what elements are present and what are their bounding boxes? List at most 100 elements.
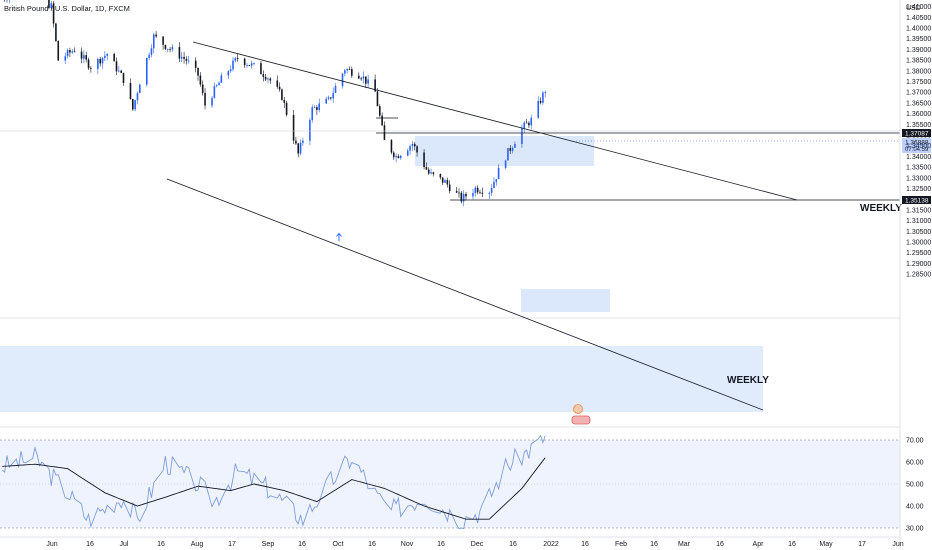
candle-body bbox=[479, 192, 481, 194]
candle-body bbox=[113, 53, 115, 62]
rsi-tick: 50.00 bbox=[906, 482, 924, 489]
price-tick: 1.29000 bbox=[906, 261, 931, 268]
price-tick: 1.36500 bbox=[906, 100, 931, 107]
candle-body bbox=[362, 76, 365, 79]
time-tick: May bbox=[819, 541, 833, 548]
candle-body bbox=[448, 184, 451, 192]
candle-body bbox=[528, 122, 530, 126]
candle-body bbox=[395, 156, 397, 158]
candle-body bbox=[246, 64, 248, 66]
candle-body bbox=[129, 82, 132, 99]
time-tick: 16 bbox=[157, 541, 165, 548]
event-badge-icon[interactable] bbox=[573, 404, 583, 414]
candle-body bbox=[472, 193, 474, 197]
price-tick: 1.32500 bbox=[906, 186, 931, 193]
candle-body bbox=[432, 172, 435, 175]
price-tick: 1.34500 bbox=[906, 143, 931, 150]
arrow-marker-label: ↑ bbox=[337, 243, 340, 249]
weekly-label: WEEKLY bbox=[860, 203, 902, 214]
time-tick: Apr bbox=[753, 541, 765, 548]
price-tick: 1.39000 bbox=[906, 47, 931, 54]
candle-body bbox=[236, 58, 239, 59]
time-tick: 16 bbox=[581, 541, 589, 548]
candle-body bbox=[250, 63, 253, 66]
candle-body bbox=[458, 192, 460, 194]
price-tick: 1.28500 bbox=[906, 272, 931, 279]
candle-body bbox=[283, 100, 286, 103]
time-tick: 16 bbox=[298, 541, 306, 548]
candle-body bbox=[465, 193, 467, 197]
candle-body bbox=[299, 142, 302, 154]
candle-body bbox=[267, 78, 269, 80]
candle-body bbox=[351, 69, 353, 76]
candle-body bbox=[243, 58, 246, 66]
price-tick: 1.30000 bbox=[906, 240, 931, 247]
resistance-price-label: 1.37087 bbox=[905, 131, 929, 138]
candle-body bbox=[313, 107, 316, 108]
price-tick: 1.31500 bbox=[906, 207, 931, 214]
candle-body bbox=[57, 40, 60, 61]
candle-body bbox=[218, 82, 220, 86]
candle-body bbox=[481, 192, 484, 194]
price-tick: 1.30500 bbox=[906, 229, 931, 236]
candle-body bbox=[269, 78, 272, 81]
flag-badge-icon[interactable] bbox=[571, 415, 591, 425]
candle-body bbox=[66, 50, 69, 57]
candle-body bbox=[446, 180, 449, 185]
candle-body bbox=[507, 148, 509, 161]
time-tick: Feb bbox=[615, 541, 627, 548]
candle-body bbox=[409, 146, 411, 151]
price-tick: 1.37500 bbox=[906, 79, 931, 86]
candle-body bbox=[227, 71, 230, 76]
rsi-tick: 30.00 bbox=[906, 526, 924, 533]
candle-body bbox=[104, 55, 106, 58]
time-tick: 16 bbox=[437, 541, 445, 548]
candle-body bbox=[52, 3, 55, 24]
weekly-price-label: 1.35138 bbox=[905, 198, 929, 205]
candle-body bbox=[260, 63, 262, 75]
candle-body bbox=[183, 56, 185, 59]
price-tick: 1.40000 bbox=[906, 26, 931, 33]
time-axis[interactable]: Jun 16 Jul 16 Aug 17 Sep 16 Oct 16 Nov 16 Dec 16 2022 1… bbox=[46, 541, 903, 548]
time-tick: Nov bbox=[401, 541, 414, 548]
time-tick: 16 bbox=[86, 541, 94, 548]
rsi-axis[interactable]: 70.00 60.00 50.00 40.00 30.00 bbox=[906, 438, 924, 533]
currency-label: USD bbox=[906, 5, 921, 12]
time-tick: 17 bbox=[228, 541, 236, 548]
price-axis[interactable]: 1.415001.410001.405001.400001.395001.390… bbox=[906, 0, 931, 279]
candle-body bbox=[229, 69, 232, 72]
candle-body bbox=[232, 60, 234, 70]
candle-body bbox=[262, 74, 265, 77]
candle-body bbox=[360, 78, 362, 80]
candle-body bbox=[90, 68, 92, 69]
time-tick: Jul bbox=[120, 541, 129, 548]
candle-body bbox=[495, 179, 498, 182]
candle-body bbox=[166, 48, 169, 50]
candle-body bbox=[381, 115, 383, 126]
candle-body bbox=[101, 57, 104, 64]
candle-body bbox=[509, 148, 512, 151]
candle-body bbox=[346, 68, 348, 71]
price-tick: 1.41000 bbox=[906, 4, 931, 11]
time-tick: Sep bbox=[262, 541, 275, 548]
candle-body bbox=[48, 0, 50, 9]
zone-weekly bbox=[0, 346, 763, 412]
candle-body bbox=[490, 187, 493, 193]
candle-body bbox=[525, 122, 528, 124]
candle-body bbox=[542, 92, 544, 103]
symbol-title[interactable]: British Pound / U.S. Dollar, 1D, FXCM bbox=[4, 4, 130, 13]
candle-body bbox=[493, 181, 495, 188]
weekly-price-tag bbox=[902, 196, 931, 204]
candle-body bbox=[413, 143, 416, 147]
candle-body bbox=[462, 193, 465, 202]
zone-demand bbox=[521, 289, 610, 312]
candle-body bbox=[106, 53, 108, 56]
candle-body bbox=[276, 80, 279, 87]
candle-body bbox=[430, 172, 432, 174]
candle-body bbox=[204, 92, 206, 106]
candle-body bbox=[194, 60, 197, 68]
candle-body bbox=[73, 51, 76, 53]
time-tick: Aug bbox=[191, 541, 204, 548]
candle-body bbox=[330, 97, 332, 99]
